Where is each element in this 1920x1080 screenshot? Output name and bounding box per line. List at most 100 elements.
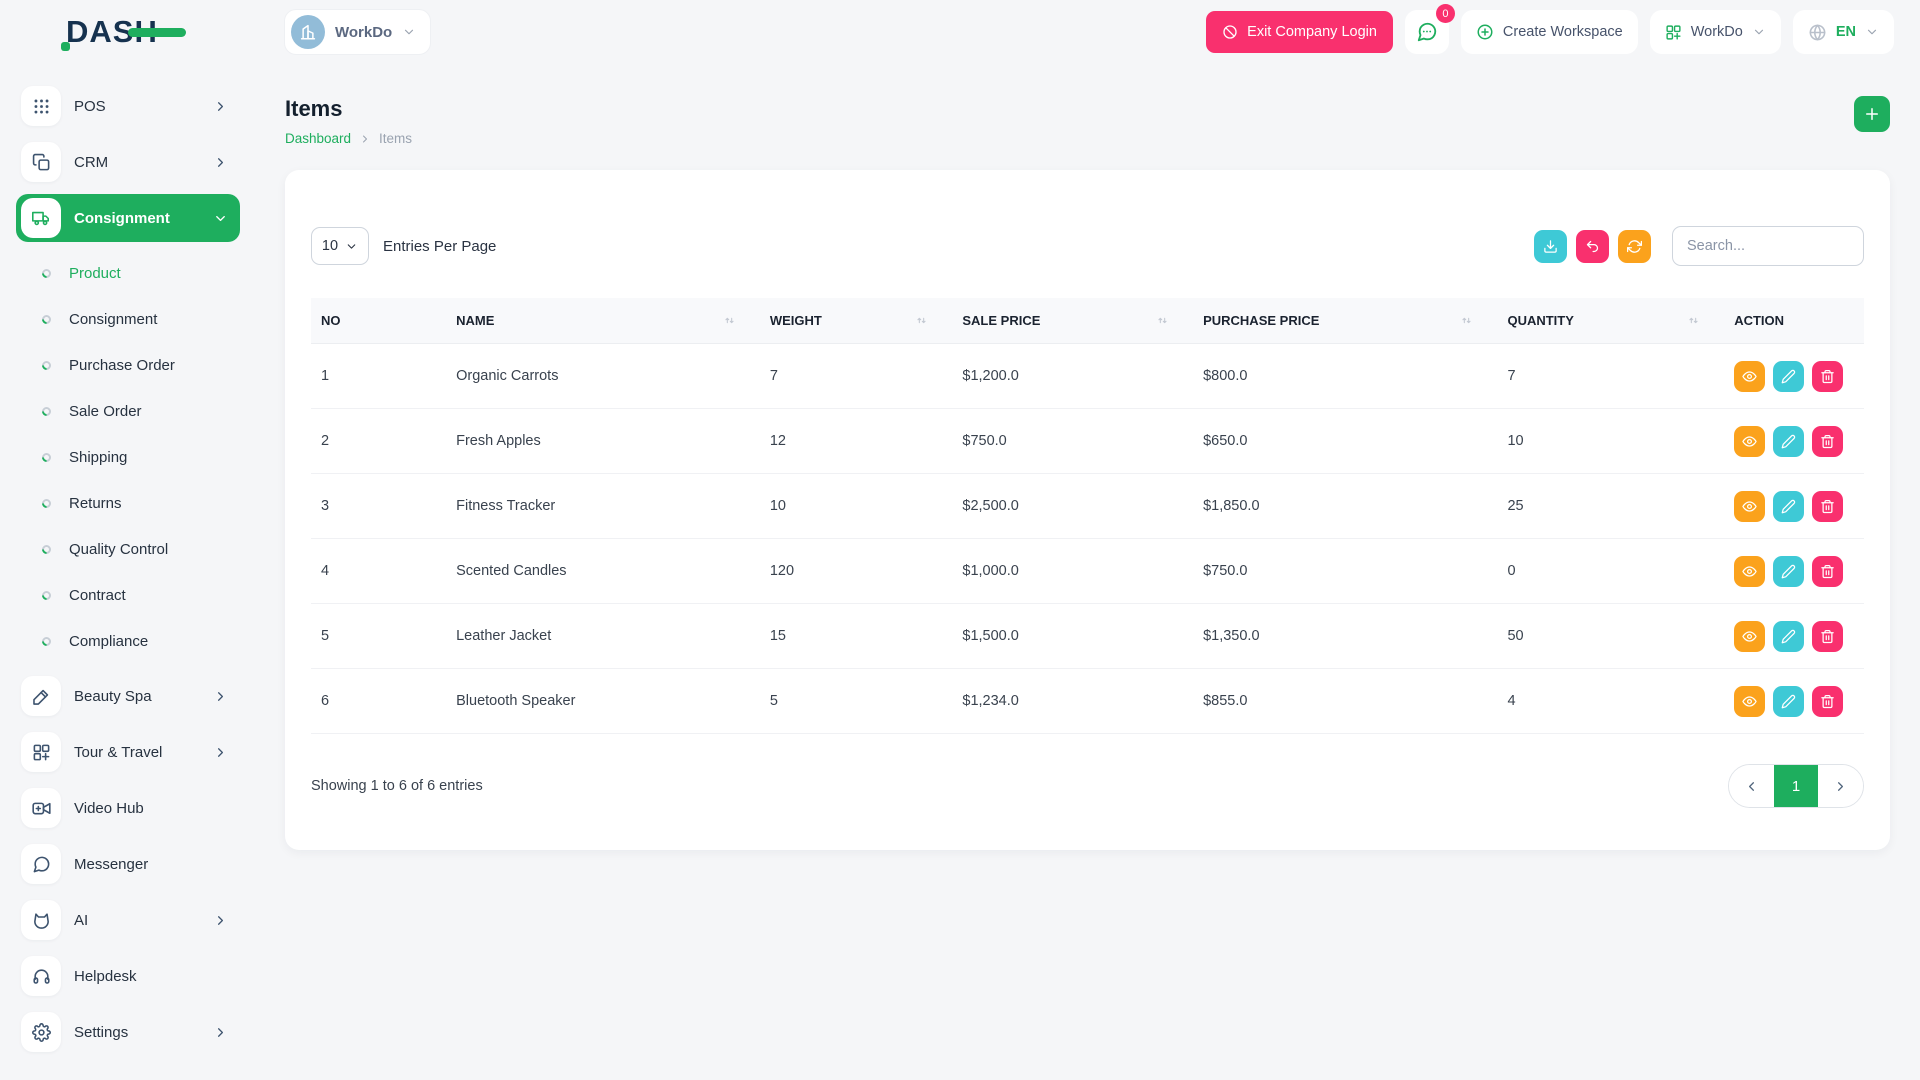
sort-icon[interactable] — [723, 314, 736, 327]
pencil-icon — [1781, 434, 1796, 449]
cell-sale-price: $750.0 — [952, 408, 1194, 474]
view-button[interactable] — [1734, 490, 1766, 522]
submenu-item-shipping[interactable]: Shipping — [16, 434, 250, 480]
submenu-item-product[interactable]: Product — [16, 250, 250, 296]
cell-weight: 12 — [759, 408, 953, 474]
workspace-selector[interactable]: WorkDo — [284, 9, 432, 55]
sidebar-item-pos[interactable]: POS — [16, 82, 240, 130]
edit-button[interactable] — [1773, 620, 1805, 652]
next-page-button[interactable] — [1818, 765, 1863, 807]
edit-button[interactable] — [1773, 490, 1805, 522]
submenu-item-label: Purchase Order — [69, 356, 175, 374]
delete-button[interactable] — [1812, 620, 1844, 652]
add-item-button[interactable] — [1854, 96, 1890, 132]
truck-icon — [21, 198, 61, 238]
edit-button[interactable] — [1773, 555, 1805, 587]
bullet-icon — [40, 588, 53, 602]
sidebar-item-tour-and-travel[interactable]: Tour & Travel — [16, 728, 240, 776]
pagination: 1 — [1728, 764, 1864, 808]
submenu-item-contract[interactable]: Contract — [16, 572, 250, 618]
view-button[interactable] — [1734, 685, 1766, 717]
sidebar-item-crm[interactable]: CRM — [16, 138, 240, 186]
table-footer: Showing 1 to 6 of 6 entries 1 — [311, 764, 1864, 808]
cell-sale-price: $1,200.0 — [952, 343, 1194, 409]
headset-icon — [21, 956, 61, 996]
sort-icon[interactable] — [1156, 314, 1169, 327]
edit-button[interactable] — [1773, 685, 1805, 717]
column-header-label: SALE PRICE — [962, 313, 1041, 328]
trash-icon — [1820, 629, 1835, 644]
cell-weight: 10 — [759, 473, 953, 539]
submenu-item-purchase-order[interactable]: Purchase Order — [16, 342, 250, 388]
row-actions — [1734, 425, 1854, 457]
view-button[interactable] — [1734, 555, 1766, 587]
language-menu-button[interactable]: EN — [1792, 10, 1894, 54]
cell-sale-price: $1,500.0 — [952, 603, 1194, 669]
cell-quantity: 10 — [1497, 408, 1725, 474]
delete-button[interactable] — [1812, 425, 1844, 457]
eye-icon — [1742, 629, 1757, 644]
cell-name: Fitness Tracker — [446, 473, 760, 539]
delete-button[interactable] — [1812, 555, 1844, 587]
submenu-item-sale-order[interactable]: Sale Order — [16, 388, 250, 434]
submenu-item-returns[interactable]: Returns — [16, 480, 250, 526]
entries-per-page-select[interactable]: 10 — [311, 227, 369, 265]
delete-button[interactable] — [1812, 685, 1844, 717]
sidebar-item-beauty-spa[interactable]: Beauty Spa — [16, 672, 240, 720]
delete-button[interactable] — [1812, 360, 1844, 392]
submenu-item-consignment[interactable]: Consignment — [16, 296, 250, 342]
sidebar-item-messenger[interactable]: Messenger — [16, 840, 240, 888]
consignment-submenu: Product Consignment Purchase Order Sale Ord… — [16, 250, 250, 664]
workdo-menu-label: WorkDo — [1690, 24, 1743, 40]
view-button[interactable] — [1734, 425, 1766, 457]
view-button[interactable] — [1734, 620, 1766, 652]
reset-button[interactable] — [1576, 229, 1609, 263]
ai-icon — [21, 900, 61, 940]
column-header-name[interactable]: NAME — [446, 298, 760, 344]
create-workspace-label: Create Workspace — [1502, 24, 1623, 40]
breadcrumb-dashboard-link[interactable]: Dashboard — [285, 131, 352, 146]
sidebar-item-helpdesk[interactable]: Helpdesk — [16, 952, 240, 1000]
edit-button[interactable] — [1773, 425, 1805, 457]
column-header-weight[interactable]: WEIGHT — [759, 298, 953, 344]
sidebar-item-label: Tour & Travel — [74, 743, 163, 761]
submenu-item-label: Sale Order — [69, 402, 142, 420]
dash-logo[interactable]: DASH — [0, 14, 250, 51]
sidebar-item-ai[interactable]: AI — [16, 896, 240, 944]
sort-icon[interactable] — [915, 314, 928, 327]
submenu-item-label: Compliance — [69, 632, 149, 650]
workdo-menu-button[interactable]: WorkDo — [1649, 10, 1781, 54]
bullet-icon — [40, 358, 53, 372]
delete-button[interactable] — [1812, 490, 1844, 522]
submenu-item-quality-control[interactable]: Quality Control — [16, 526, 250, 572]
table-row: 4 Scented Candles 120 $1,000.0 $750.0 0 — [311, 538, 1864, 604]
column-header-quantity[interactable]: QUANTITY — [1497, 298, 1725, 344]
eye-icon — [1742, 694, 1757, 709]
view-button[interactable] — [1734, 360, 1766, 392]
create-workspace-button[interactable]: Create Workspace — [1460, 10, 1638, 54]
sidebar-item-video-hub[interactable]: Video Hub — [16, 784, 240, 832]
cell-weight: 5 — [759, 668, 953, 734]
search-input[interactable] — [1672, 226, 1864, 266]
column-header-sale-price[interactable]: SALE PRICE — [952, 298, 1194, 344]
sort-icon[interactable] — [1687, 314, 1700, 327]
messages-button[interactable]: 0 — [1404, 4, 1455, 54]
previous-page-button[interactable] — [1729, 765, 1774, 807]
trash-icon — [1820, 499, 1835, 514]
edit-button[interactable] — [1773, 360, 1805, 392]
refresh-button[interactable] — [1618, 229, 1651, 263]
trash-icon — [1820, 694, 1835, 709]
submenu-item-compliance[interactable]: Compliance — [16, 618, 250, 664]
page-title: Items — [285, 96, 343, 121]
column-header-label: ACTION — [1734, 313, 1785, 328]
column-header-purchase-price[interactable]: PURCHASE PRICE — [1193, 298, 1498, 344]
column-header-label: WEIGHT — [769, 313, 822, 328]
export-button[interactable] — [1534, 229, 1567, 263]
sidebar-item-consignment[interactable]: Consignment — [16, 194, 240, 242]
chevron-down-icon — [402, 25, 416, 39]
chevron-down-icon — [1865, 25, 1879, 39]
sidebar-item-settings[interactable]: Settings — [16, 1008, 240, 1056]
sort-icon[interactable] — [1460, 314, 1473, 327]
table-row: 5 Leather Jacket 15 $1,500.0 $1,350.0 50 — [311, 603, 1864, 669]
exit-company-login-button[interactable]: Exit Company Login — [1206, 11, 1393, 53]
